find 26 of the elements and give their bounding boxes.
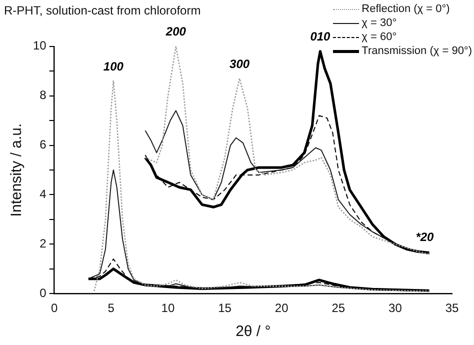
y-tick-label: 10 <box>32 38 47 53</box>
legend-label: Transmission (χ = 90°) <box>362 44 472 58</box>
x-tick-label: 5 <box>108 301 115 316</box>
x-axis-title: 2θ / ° <box>236 323 271 340</box>
x-tick-label: 0 <box>51 301 58 316</box>
y-tick-label: 4 <box>40 187 47 202</box>
legend-label: χ = 30° <box>362 16 397 30</box>
y-tick-label: 8 <box>40 88 47 102</box>
x-tick-label: 25 <box>332 301 346 316</box>
legend-label: χ = 60° <box>362 30 397 44</box>
y-axis-title: Intensity / a.u. <box>8 123 26 217</box>
x-tick-label: 15 <box>218 301 232 316</box>
y-tick-label: 0 <box>40 286 47 300</box>
y-tick-label: 6 <box>40 138 47 152</box>
chart-title: R-PHT, solution-cast from chloroform <box>4 4 201 18</box>
annotation: 200 <box>164 24 186 39</box>
x-tick-label: 35 <box>445 301 459 316</box>
annotation: 100 <box>103 59 124 74</box>
annotation: 300 <box>230 56 250 71</box>
x-tick-label: 10 <box>161 301 175 316</box>
x-tick-label: 30 <box>388 301 402 316</box>
annotation: *20 <box>416 230 434 244</box>
y-tick-label: 2 <box>40 236 47 250</box>
legend-label: Reflection (χ = 0°) <box>362 2 450 16</box>
x-tick-label: 20 <box>274 301 289 316</box>
annotation: 010 <box>310 30 331 44</box>
